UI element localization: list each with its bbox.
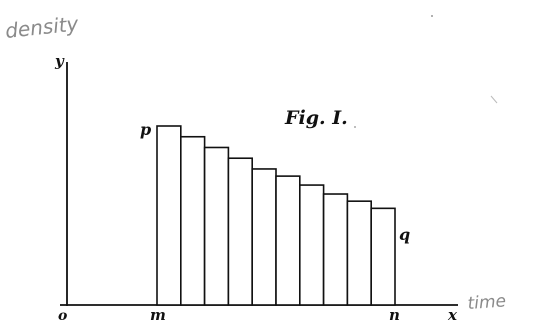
- bar-5: [251, 168, 277, 306]
- y-axis-label: y: [54, 52, 65, 70]
- bars-group: [156, 125, 396, 306]
- speck-3: [490, 95, 498, 104]
- bar-2: [180, 135, 206, 306]
- bar-6: [275, 175, 301, 306]
- bar-9: [346, 200, 372, 306]
- origin-label: o: [58, 308, 67, 322]
- bar-10: [370, 207, 396, 306]
- bar-7: [298, 184, 325, 306]
- q-label: q: [399, 225, 410, 244]
- figure-title: Fig. I.: [284, 107, 348, 129]
- bar-8: [322, 193, 349, 306]
- handwritten-time: time: [467, 291, 507, 314]
- bar-4: [227, 157, 253, 306]
- bar-1: [156, 125, 182, 306]
- bar-3: [203, 146, 230, 306]
- speck-1: [431, 15, 433, 17]
- handwritten-density: density: [4, 11, 81, 43]
- x-axis-label: x: [447, 306, 458, 322]
- speck-2: [354, 126, 356, 128]
- n-label: n: [389, 306, 400, 322]
- p-label: p: [140, 120, 151, 139]
- m-label: m: [150, 306, 166, 322]
